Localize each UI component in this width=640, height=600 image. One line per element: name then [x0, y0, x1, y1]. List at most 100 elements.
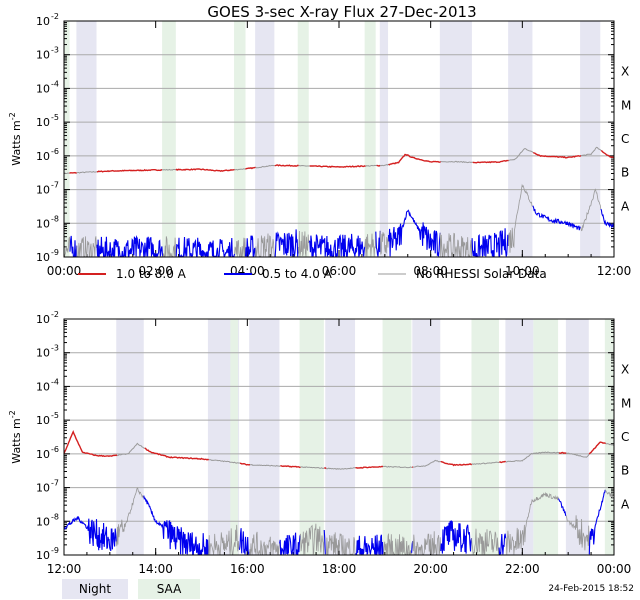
long-channel-no-rhessi-line: [605, 443, 615, 447]
short-channel-no-rhessi-line: [565, 515, 590, 555]
y-tick-exponent: -8: [51, 214, 59, 223]
short-channel-line: [375, 230, 381, 257]
long-channel-line: [63, 430, 118, 458]
night-band: [565, 319, 589, 555]
x-tick-label: 16:00: [230, 562, 265, 576]
short-channel-no-rhessi-line: [505, 491, 559, 555]
long-channel-no-rhessi-line: [63, 172, 70, 175]
short-channel-line: [387, 209, 441, 257]
short-channel-no-rhessi-line: [325, 532, 356, 555]
y-tick-exponent: -9: [51, 546, 59, 555]
long-channel-line: [69, 171, 77, 174]
saa-band: [533, 319, 559, 555]
y-tick-label: 10: [36, 184, 50, 197]
night-band: [439, 21, 472, 257]
x-tick-label: 12:00: [47, 562, 82, 576]
generation-timestamp: 24-Feb-2015 18:52: [548, 584, 634, 594]
y-tick-label: 10: [36, 313, 50, 326]
saa-band: [604, 319, 614, 555]
legend-label-rhessi: No RHESSI Solar Data: [416, 267, 547, 281]
long-channel-line: [324, 467, 327, 470]
long-channel-line: [274, 164, 299, 167]
long-channel-line: [239, 462, 251, 466]
long-channel-no-rhessi-line: [117, 442, 145, 457]
short-channel-no-rhessi-line: [604, 489, 615, 499]
short-channel-no-rhessi-line: [297, 230, 310, 257]
long-channel-line: [472, 159, 509, 164]
y-axis-label-bottom: Watts m-2: [8, 410, 23, 463]
short-channel-line: [323, 529, 326, 555]
long-channel-line: [245, 166, 256, 170]
y-tick-label: 10: [36, 116, 50, 129]
long-channel-line: [600, 150, 615, 159]
saa-band: [382, 319, 412, 555]
night-band: [249, 319, 280, 555]
long-channel-no-rhessi-line: [365, 164, 377, 167]
x-tick-label: 18:00: [322, 562, 357, 576]
short-channel-no-rhessi-line: [249, 531, 280, 556]
y-tick-exponent: -2: [51, 310, 59, 319]
y-tick-exponent: -4: [51, 79, 59, 88]
x-tick-label: 06:00: [322, 264, 357, 278]
saa-band: [471, 319, 499, 555]
long-channel-line: [388, 153, 442, 166]
flare-class-label: X: [621, 363, 629, 377]
y-tick-exponent: -8: [51, 512, 59, 521]
night-band: [580, 21, 601, 257]
y-tick-exponent: -7: [51, 181, 59, 190]
y-axis-label-top: Watts m-2: [8, 112, 23, 165]
night-band: [379, 21, 389, 257]
short-channel-no-rhessi-line: [580, 188, 602, 232]
short-channel-line: [96, 234, 164, 258]
saa-band: [297, 21, 309, 257]
long-channel-no-rhessi-line: [505, 451, 560, 463]
long-channel-line: [355, 465, 384, 469]
saa-band: [162, 21, 176, 257]
legend-saa-label: SAA: [156, 582, 182, 596]
flare-class-label: B: [621, 166, 629, 180]
long-channel-no-rhessi-line: [255, 164, 275, 169]
long-channel-line: [96, 168, 163, 173]
long-channel-no-rhessi-line: [382, 465, 413, 469]
y-tick-label: 10: [36, 150, 50, 163]
long-channel-no-rhessi-line: [581, 146, 602, 156]
x-tick-label: 04:00: [230, 264, 265, 278]
panel-morning: 10-910-810-710-610-510-410-310 -200:00 02:…: [36, 12, 631, 278]
y-tick-label: 10: [36, 49, 50, 62]
x-tick-label: 02:00: [138, 264, 173, 278]
y-tick-label: 10: [36, 549, 50, 562]
flare-class-label: A: [621, 497, 630, 511]
long-channel-no-rhessi-line: [161, 168, 177, 171]
flare-class-label: M: [621, 98, 631, 112]
long-channel-no-rhessi-line: [326, 467, 356, 470]
x-tick-label: 22:00: [505, 562, 540, 576]
x-tick-label: 12:00: [597, 264, 632, 278]
flare-class-label: B: [621, 464, 629, 478]
y-tick-exponent: -6: [51, 147, 59, 156]
x-tick-label: 14:00: [138, 562, 173, 576]
short-channel-line: [143, 495, 209, 555]
legend-night-label: Night: [78, 582, 112, 596]
long-channel-no-rhessi-line: [76, 171, 98, 174]
short-channel-line: [440, 520, 473, 554]
short-channel-line: [498, 533, 507, 555]
short-channel-no-rhessi-line: [64, 236, 71, 257]
y-tick-label: 10: [36, 414, 50, 427]
short-channel-no-rhessi-line: [208, 524, 240, 555]
y-tick-label: 10: [36, 380, 50, 393]
saa-band: [299, 319, 324, 555]
panel-afternoon: 10-910-810-710-610-510-410-310 -212:00 14:…: [36, 310, 631, 576]
short-channel-no-rhessi-line: [115, 487, 145, 547]
short-channel-no-rhessi-line: [364, 231, 377, 257]
y-tick-exponent: -5: [51, 113, 59, 122]
long-channel-line: [440, 460, 472, 467]
short-channel-line: [308, 233, 366, 257]
y-tick-exponent: -3: [51, 46, 59, 55]
short-channel-no-rhessi-line: [255, 233, 275, 257]
night-band: [325, 319, 356, 555]
saa-band: [234, 21, 246, 257]
long-channel-line: [376, 164, 381, 167]
saa-band: [364, 21, 376, 257]
long-channel-no-rhessi-line: [413, 459, 441, 468]
